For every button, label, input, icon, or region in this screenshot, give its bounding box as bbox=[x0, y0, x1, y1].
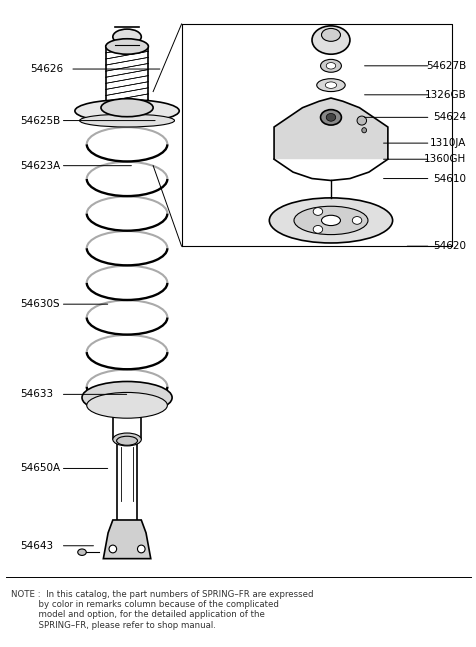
Text: 54620: 54620 bbox=[432, 241, 465, 251]
Text: 1360GH: 1360GH bbox=[423, 154, 465, 164]
Text: 54650A: 54650A bbox=[20, 463, 60, 474]
Ellipse shape bbox=[82, 382, 172, 413]
Ellipse shape bbox=[78, 549, 86, 555]
Ellipse shape bbox=[313, 208, 322, 215]
Ellipse shape bbox=[352, 217, 361, 225]
Ellipse shape bbox=[101, 98, 153, 116]
Ellipse shape bbox=[320, 60, 341, 72]
Ellipse shape bbox=[326, 113, 335, 121]
Ellipse shape bbox=[109, 545, 116, 553]
Ellipse shape bbox=[137, 545, 145, 553]
Ellipse shape bbox=[79, 114, 174, 127]
Polygon shape bbox=[103, 520, 150, 558]
Text: 1310JA: 1310JA bbox=[429, 138, 465, 148]
Ellipse shape bbox=[269, 198, 392, 243]
Text: 54625B: 54625B bbox=[20, 116, 60, 126]
Ellipse shape bbox=[116, 436, 137, 445]
Ellipse shape bbox=[113, 433, 141, 446]
Ellipse shape bbox=[311, 26, 349, 54]
Text: 54610: 54610 bbox=[432, 173, 465, 184]
Ellipse shape bbox=[113, 29, 141, 45]
Ellipse shape bbox=[320, 109, 341, 125]
Text: 54633: 54633 bbox=[20, 389, 53, 399]
Text: NOTE :  In this catalog, the part numbers of SPRING–FR are expressed
          b: NOTE : In this catalog, the part numbers… bbox=[11, 589, 313, 630]
Text: 54630S: 54630S bbox=[20, 299, 60, 309]
Text: 54627B: 54627B bbox=[425, 61, 465, 71]
Text: 1326GB: 1326GB bbox=[424, 90, 465, 100]
Ellipse shape bbox=[313, 226, 322, 233]
Ellipse shape bbox=[321, 215, 340, 226]
Ellipse shape bbox=[326, 63, 335, 69]
Ellipse shape bbox=[325, 82, 336, 89]
Ellipse shape bbox=[316, 79, 345, 92]
Ellipse shape bbox=[87, 393, 167, 418]
Text: 54626: 54626 bbox=[30, 64, 63, 74]
Ellipse shape bbox=[361, 127, 366, 133]
Text: 54623A: 54623A bbox=[20, 160, 60, 171]
Ellipse shape bbox=[321, 28, 340, 41]
Text: 54624: 54624 bbox=[432, 113, 465, 122]
Ellipse shape bbox=[75, 100, 179, 122]
Ellipse shape bbox=[106, 39, 148, 54]
Text: 54643: 54643 bbox=[20, 541, 53, 551]
PathPatch shape bbox=[274, 98, 387, 159]
Ellipse shape bbox=[293, 206, 367, 235]
Ellipse shape bbox=[357, 116, 366, 125]
